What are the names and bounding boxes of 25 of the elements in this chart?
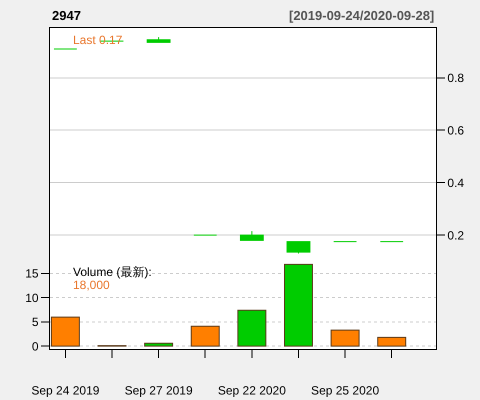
candlestick (240, 230, 264, 241)
annotation: Volume (最新): (73, 265, 152, 279)
y-tick-label: 0.8 (447, 71, 464, 86)
candlestick (286, 241, 310, 254)
y-tick-label: 0.2 (447, 228, 464, 242)
y-tick-label: 0 (32, 339, 39, 354)
y-tick-label: 15 (25, 266, 39, 281)
bar (377, 336, 406, 347)
y-tick-label: 0.4 (447, 176, 464, 190)
bar (330, 330, 360, 347)
bar (284, 264, 313, 347)
annotation: 18,000 (73, 278, 110, 292)
chart-title: 2947 (52, 8, 81, 23)
x-tick-label: Sep 22 2020 (218, 383, 286, 398)
x-tick-label: Sep 25 2020 (311, 383, 380, 398)
bar (144, 342, 174, 347)
chart-subtitle: [2019-09-24/2020-09-28] (289, 8, 434, 23)
bar (237, 310, 266, 347)
bar (190, 326, 220, 347)
x-tick-label: Sep 24 2019 (31, 383, 100, 398)
y-tick-label: 10 (25, 290, 39, 305)
x-tick-label: Sep 27 2019 (124, 383, 193, 398)
y-tick-label: 5 (32, 315, 39, 330)
y-tick-label: 0.6 (447, 123, 464, 138)
bar (50, 316, 80, 347)
